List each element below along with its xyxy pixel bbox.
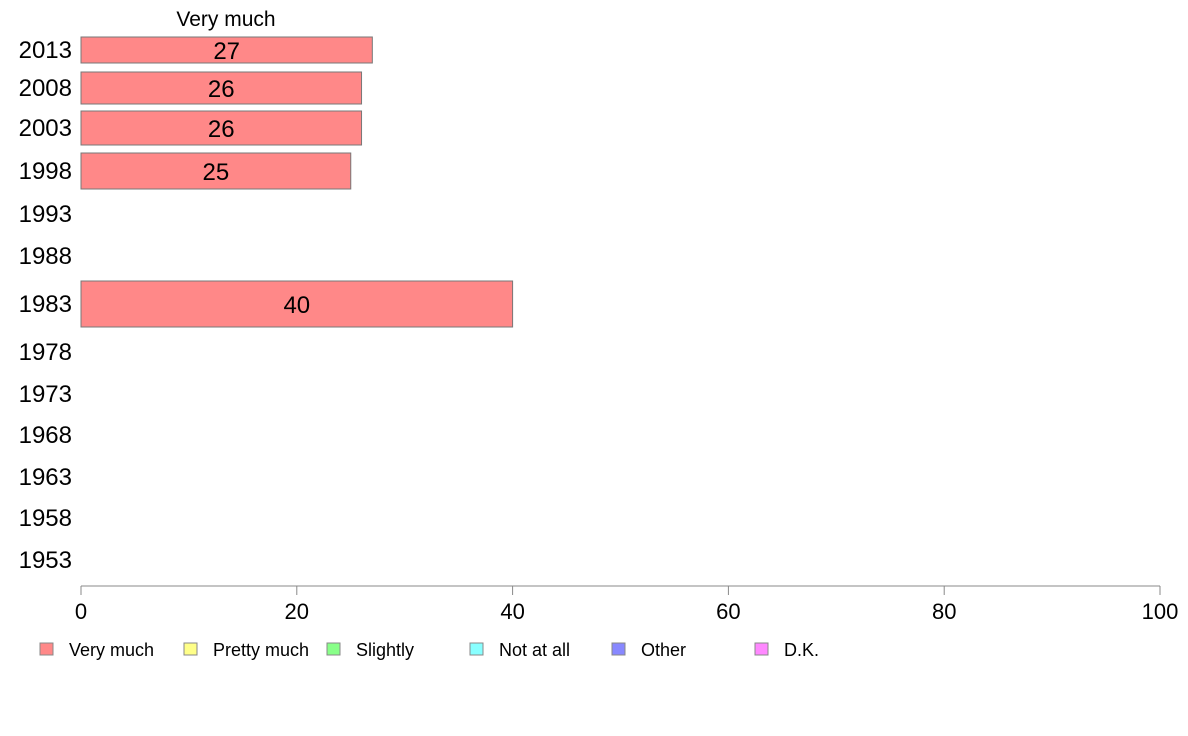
- category-label-1963: 1963: [19, 464, 72, 491]
- bar-label-2013: 27: [213, 38, 240, 65]
- legend-label-3: Slightly: [356, 640, 414, 660]
- category-label-1998: 1998: [19, 158, 72, 185]
- bar-label-1998: 25: [203, 159, 230, 186]
- bar-1998: [80, 152, 352, 190]
- x-tick-label-40: 40: [500, 599, 524, 624]
- legend-swatch-4: [469, 642, 484, 656]
- category-label-1993: 1993: [19, 201, 72, 228]
- legend-swatch-3: [326, 642, 341, 656]
- category-label-1958: 1958: [19, 505, 72, 532]
- category-labels: 2013 2008 2003 1998 1993 1988 1983 1978 1973 1968…: [19, 37, 72, 574]
- category-label-1988: 1988: [19, 243, 72, 270]
- bars: 27 26 26 25 40: [80, 36, 514, 328]
- x-tick-label-100: 100: [1142, 599, 1179, 624]
- legend-swatch-1: [39, 642, 54, 656]
- bar-2008: [80, 71, 363, 105]
- bar-label-2008: 26: [208, 76, 235, 103]
- legend-swatch-6: [754, 642, 769, 656]
- x-tick-label-0: 0: [75, 599, 87, 624]
- x-tick-label-60: 60: [716, 599, 740, 624]
- category-label-1968: 1968: [19, 422, 72, 449]
- x-tick-label-20: 20: [285, 599, 309, 624]
- legend-label-6: D.K.: [784, 640, 819, 660]
- legend-swatch-5: [611, 642, 626, 656]
- bar-label-2003: 26: [208, 116, 235, 143]
- category-label-2008: 2008: [19, 75, 72, 102]
- bar-2013: [80, 36, 373, 64]
- x-axis: 0 20 40 60 80 100: [75, 585, 1179, 624]
- category-label-1983: 1983: [19, 291, 72, 318]
- legend-label-1: Very much: [69, 640, 154, 660]
- category-label-1978: 1978: [19, 339, 72, 366]
- bar-label-1983: 40: [283, 292, 310, 319]
- legend-swatch-2: [183, 642, 198, 656]
- category-label-2003: 2003: [19, 115, 72, 142]
- legend: Very much Pretty much Slightly Not at all Ot…: [39, 640, 819, 660]
- category-label-1953: 1953: [19, 547, 72, 574]
- legend-label-5: Other: [641, 640, 686, 660]
- bar-2003: [80, 110, 363, 146]
- legend-label-2: Pretty much: [213, 640, 309, 660]
- category-label-2013: 2013: [19, 37, 72, 64]
- x-tick-label-80: 80: [932, 599, 956, 624]
- header-layer: Very much: [176, 8, 275, 31]
- legend-label-4: Not at all: [499, 640, 570, 660]
- bar-1983: [80, 280, 514, 328]
- series-header: Very much: [176, 8, 275, 31]
- category-label-1973: 1973: [19, 381, 72, 408]
